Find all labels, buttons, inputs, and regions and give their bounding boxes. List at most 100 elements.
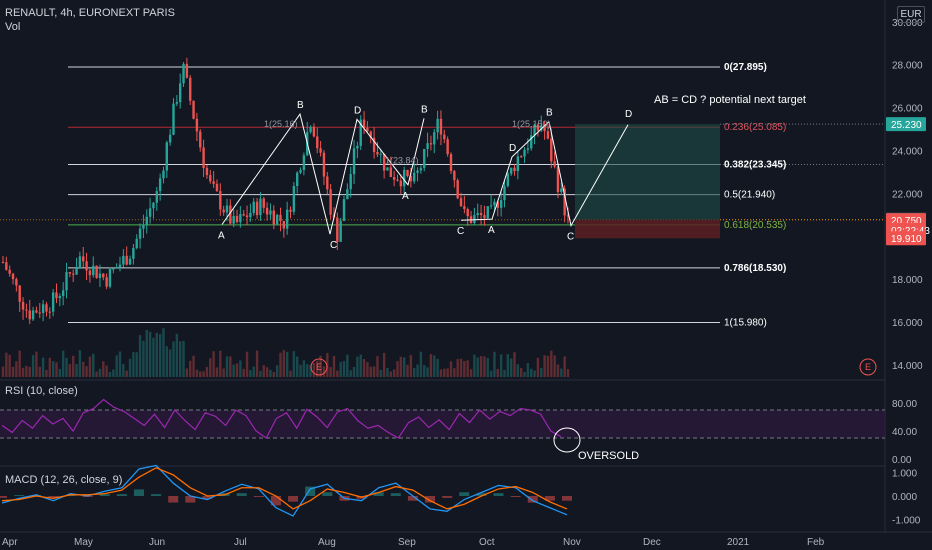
candle-body xyxy=(269,210,272,215)
pattern-point-label: D xyxy=(625,109,632,120)
candle-body xyxy=(456,180,459,199)
candle-body xyxy=(222,209,225,213)
time-tick-label: Aug xyxy=(318,537,336,548)
candle-body xyxy=(235,215,239,223)
volume-bar xyxy=(409,355,413,377)
volume-bar xyxy=(202,371,205,377)
volume-bar xyxy=(446,368,449,377)
volume-bar xyxy=(523,371,526,377)
volume-bar xyxy=(275,365,279,377)
candle-body xyxy=(372,137,376,153)
volume-bar xyxy=(41,357,45,377)
volume-bar xyxy=(115,355,118,377)
volume-bar xyxy=(108,371,112,377)
candle-body xyxy=(61,290,65,297)
candle-body xyxy=(409,176,413,182)
volume-bar xyxy=(265,367,269,377)
candle-body xyxy=(122,255,125,265)
volume-bar xyxy=(550,350,553,377)
candle-body xyxy=(449,154,453,172)
candle-body xyxy=(356,145,359,149)
candle-body xyxy=(135,238,138,249)
volume-bar xyxy=(28,366,31,377)
volume-bar xyxy=(189,360,192,377)
volume-bar xyxy=(165,346,169,377)
earnings-marker xyxy=(859,358,877,376)
candle-body xyxy=(386,167,389,171)
volume-bar xyxy=(51,361,55,377)
volume-bar xyxy=(402,357,406,377)
candle-body xyxy=(28,310,31,320)
target-annotation: AB = CD ? potential next target xyxy=(654,94,806,106)
candle-body xyxy=(205,167,209,176)
volume-bar xyxy=(242,368,245,377)
volume-bar xyxy=(155,332,158,377)
candle-body xyxy=(108,268,112,287)
macd-histogram-bar xyxy=(425,496,436,503)
candle-body xyxy=(292,186,296,212)
time-tick-label: Jun xyxy=(149,537,165,548)
volume-bar xyxy=(349,370,352,377)
volume-bar xyxy=(299,364,302,377)
volume-bar xyxy=(316,360,319,377)
macd-histogram-bar xyxy=(48,496,59,498)
volume-bar xyxy=(369,366,372,377)
candle-body xyxy=(175,102,179,104)
candle-body xyxy=(289,209,292,212)
candle-body xyxy=(446,139,449,155)
volume-bar xyxy=(128,358,132,377)
candle-body xyxy=(329,189,332,215)
macd-histogram-bar xyxy=(373,492,384,496)
volume-bar xyxy=(255,350,259,377)
candle-body xyxy=(312,126,316,137)
candle-body xyxy=(463,206,466,210)
signal-line xyxy=(1,467,568,510)
candle-body xyxy=(553,161,556,167)
time-tick-label: Jul xyxy=(234,537,247,548)
candle-body xyxy=(526,148,530,150)
candle-body xyxy=(322,152,326,177)
volume-bar xyxy=(342,361,346,377)
volume-bar xyxy=(466,360,469,377)
volume-bar xyxy=(556,364,560,377)
abcd-pattern-line xyxy=(460,121,550,221)
volume-bar xyxy=(45,370,48,377)
volume-bar xyxy=(31,354,35,377)
macd-tick-label: 1.000 xyxy=(892,469,917,480)
volume-bar xyxy=(413,368,416,377)
candle-body xyxy=(302,155,306,170)
candle-body xyxy=(362,119,366,128)
candle-body xyxy=(563,188,566,216)
candle-body xyxy=(41,304,45,314)
candle-body xyxy=(152,202,155,209)
candle-body xyxy=(336,217,339,242)
volume-bar xyxy=(540,367,543,377)
volume-bar xyxy=(85,366,88,377)
pattern-point-label: B xyxy=(546,108,553,119)
price-tick-label: 24.000 xyxy=(892,147,923,158)
volume-bar xyxy=(392,369,396,377)
candle-body xyxy=(319,148,322,153)
volume-bar xyxy=(296,356,299,377)
volume-bar xyxy=(326,352,329,377)
volume-bar xyxy=(222,368,225,377)
candle-body xyxy=(168,134,172,143)
candle-body xyxy=(265,207,269,215)
candle-body xyxy=(326,176,329,190)
pattern-point-label: A xyxy=(218,231,225,242)
candle-body xyxy=(145,216,148,226)
pattern-point-label: B xyxy=(421,104,428,115)
volume-bar xyxy=(132,352,135,377)
volume-bar xyxy=(195,369,199,377)
volume-bar xyxy=(479,356,483,377)
currency-button[interactable]: EUR xyxy=(897,6,925,23)
fib-level-label: 0.382(23.345) xyxy=(724,160,786,171)
candle-body xyxy=(556,166,560,192)
candle-body xyxy=(155,191,158,203)
volume-bar xyxy=(476,357,479,377)
volume-bar xyxy=(219,350,222,377)
volume-bar xyxy=(95,371,98,377)
candle-body xyxy=(25,309,28,311)
volume-bar xyxy=(122,364,125,377)
